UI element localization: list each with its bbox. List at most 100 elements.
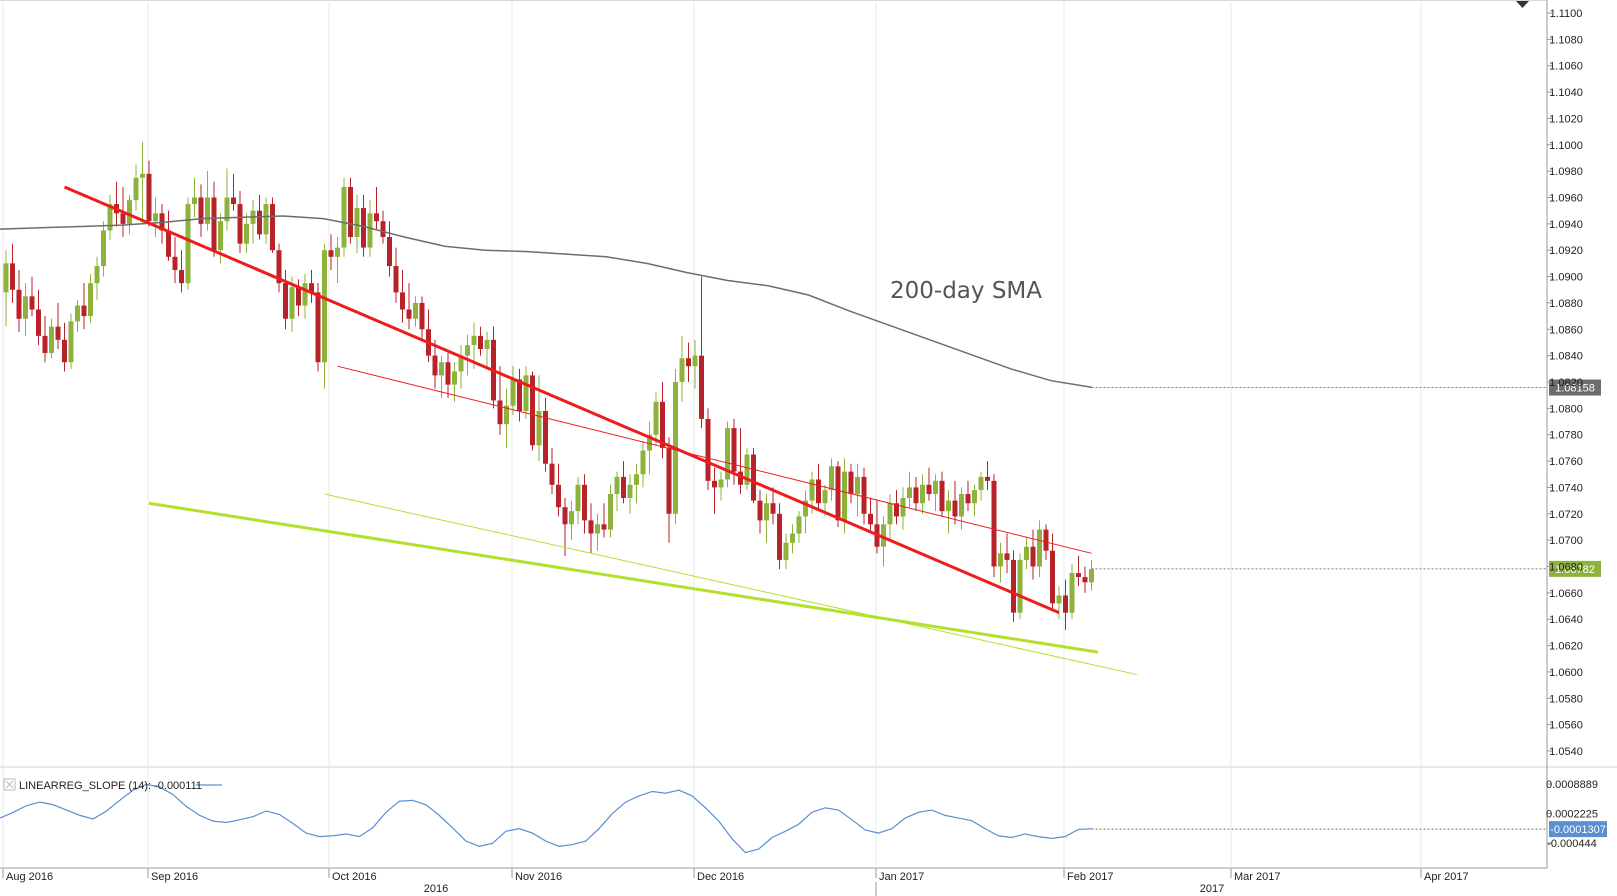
candle [75, 300, 80, 332]
candle [868, 497, 873, 534]
candle [653, 392, 659, 446]
candle [777, 503, 782, 570]
candle [634, 463, 639, 504]
time-axis: Aug 2016 Sep 2016 Oct 2016 Nov 2016 Dec 2016… [2, 868, 1469, 896]
candle [816, 463, 821, 512]
candle [335, 237, 340, 284]
candle [439, 355, 444, 398]
candle [998, 542, 1003, 583]
candle [478, 326, 483, 356]
candle [562, 497, 568, 556]
sma-line-group: 1.08158 1.06782 [0, 215, 1601, 577]
indicator-pane: 0.0008889 0.0002225 -0.000444 -0.0001307 [0, 779, 1607, 854]
candle [159, 204, 165, 244]
candle [94, 256, 100, 301]
candle [185, 197, 191, 290]
price-axis: 1.1100 1.1080 1.1060 1.1040 1.1020 1.1000 1.09… [1546, 0, 1583, 868]
candle [614, 471, 620, 512]
price-tick-label: 1.1080 [1549, 34, 1583, 46]
candle [920, 474, 925, 514]
candle [3, 250, 9, 327]
candle [783, 533, 789, 570]
candle [140, 142, 145, 224]
grid-lines [0, 0, 1617, 869]
candle [413, 296, 418, 327]
candle [432, 339, 438, 389]
candle [965, 480, 971, 512]
candle [1011, 550, 1016, 622]
month-tick-label: Feb 2017 [1067, 871, 1113, 883]
candle [393, 247, 399, 303]
candle [322, 243, 327, 389]
candle [679, 335, 685, 402]
candle [601, 503, 607, 538]
candle [881, 516, 886, 567]
candle [465, 334, 470, 376]
candle [23, 283, 28, 336]
month-tick-label: Jan 2017 [879, 871, 924, 883]
candle [621, 461, 626, 504]
candle [640, 441, 646, 488]
candle [1030, 529, 1036, 580]
candle [887, 494, 893, 541]
price-tick-label: 1.0820 [1549, 377, 1583, 389]
candle [764, 494, 769, 543]
candle [16, 269, 22, 332]
candle [29, 276, 35, 317]
candle [1004, 533, 1010, 574]
price-tick-label: 1.0640 [1549, 614, 1583, 626]
menu-chevron-icon[interactable] [1516, 1, 1529, 8]
price-tick-label: 1.1020 [1549, 113, 1583, 125]
candle [296, 279, 301, 317]
candle [1017, 553, 1023, 620]
candle [1050, 533, 1055, 609]
candlestick-series [3, 142, 1094, 630]
price-tick-label: 1.0880 [1549, 298, 1583, 310]
candle [237, 190, 243, 253]
candle [712, 467, 717, 514]
indicator-value-badge [1549, 821, 1607, 838]
candle [1076, 555, 1081, 587]
candle [491, 326, 496, 409]
candle [991, 474, 997, 578]
candle [647, 421, 652, 475]
candle [1082, 566, 1088, 593]
price-tick-label: 1.0920 [1549, 245, 1583, 257]
month-tick-label: Aug 2016 [6, 871, 53, 883]
candle [829, 458, 834, 501]
price-tick-label: 1.1040 [1549, 87, 1583, 99]
price-tick-label: 1.0540 [1549, 746, 1583, 758]
candle [263, 197, 269, 244]
candle [406, 283, 412, 330]
candle [88, 273, 93, 323]
candle [374, 186, 379, 231]
candle [231, 173, 236, 211]
candle [224, 168, 230, 231]
trendlines [63, 185, 1138, 676]
candle [68, 313, 74, 369]
candle [270, 197, 275, 253]
candle [179, 250, 184, 293]
candle [926, 467, 932, 501]
indicator-close-icon[interactable] [3, 778, 16, 791]
trendline-support-major[interactable] [148, 501, 1099, 654]
candle [744, 447, 750, 491]
indicator-line [0, 783, 1092, 854]
candle [699, 276, 704, 429]
month-tick-label: Dec 2016 [697, 871, 744, 883]
candle [10, 243, 15, 303]
candle [341, 177, 347, 257]
trendline-resistance-minor[interactable] [337, 365, 1092, 554]
candle [835, 461, 841, 527]
candle [62, 322, 67, 372]
price-tick-label: 1.0560 [1549, 720, 1583, 732]
candle [569, 500, 574, 541]
candle [952, 480, 958, 525]
trendline-resistance-major[interactable] [63, 185, 1060, 615]
price-tick-label: 1.1100 [1550, 8, 1583, 20]
trendline-support-minor[interactable] [324, 493, 1138, 676]
candle [354, 194, 360, 253]
candle [283, 269, 288, 330]
candle [445, 353, 451, 398]
